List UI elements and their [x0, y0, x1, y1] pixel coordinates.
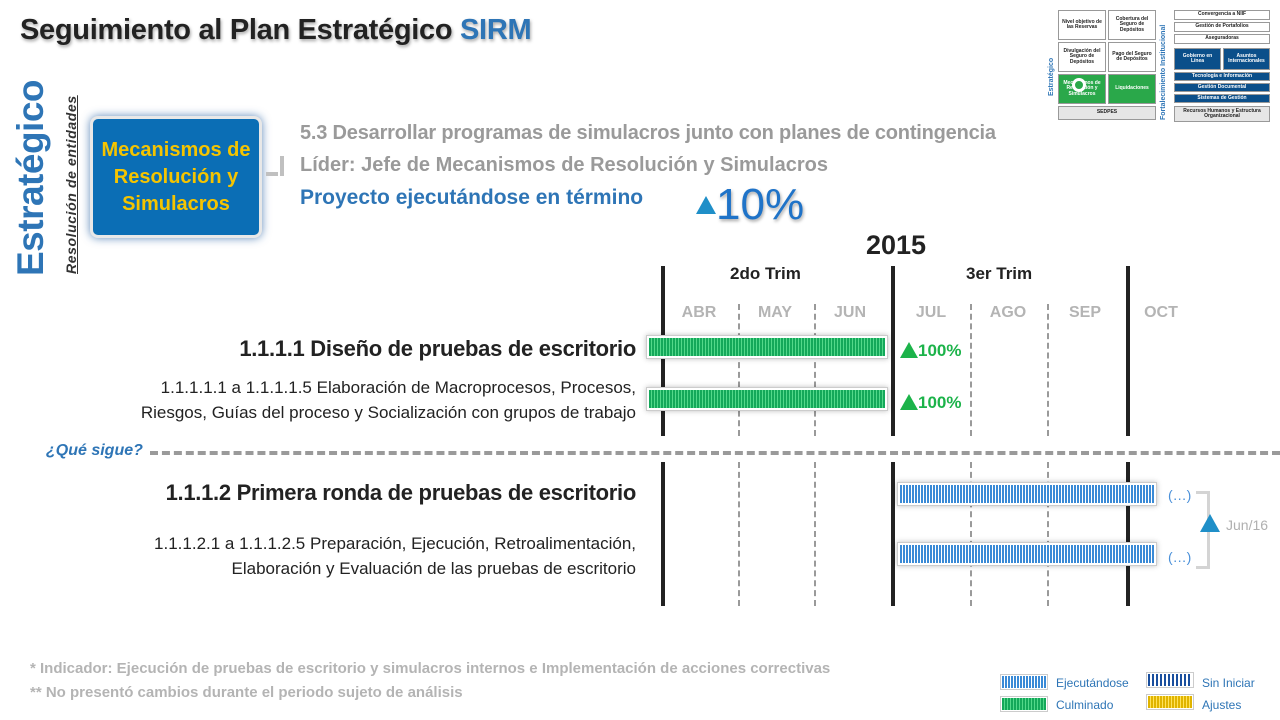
subtask-bar-executing [897, 542, 1157, 566]
title-accent: SIRM [460, 14, 532, 46]
month-label: ABR [681, 304, 717, 321]
up-arrow-icon [696, 196, 716, 214]
mini-cell: Gestión Documental [1174, 83, 1270, 92]
subtask-line: Riesgos, Guías del proceso y Socializaci… [140, 402, 636, 422]
mini-cell: Asuntos Internacionales [1223, 48, 1270, 70]
month-gridline [814, 304, 816, 436]
mini-cell: Recursos Humanos y Estructura Organizaci… [1174, 106, 1270, 122]
legend-label: Ajustes [1202, 698, 1242, 712]
legend-swatch-executing [1000, 674, 1048, 690]
task-bar-executing [897, 482, 1157, 506]
mini-side-label: Fortalecimiento Institucional [1160, 24, 1167, 120]
footnote: ** No presentó cambios durante el period… [30, 684, 463, 701]
strategy-mini-diagram: Estratégico Fortalecimiento Instituciona… [1046, 8, 1272, 126]
connector [266, 172, 278, 176]
mini-cell: Divulgación del Seguro de Depósitos [1058, 42, 1106, 72]
vertical-title: Estratégico [10, 79, 51, 276]
mini-cell: Convergencia a NIIF [1174, 10, 1270, 20]
month-label: OCT [1144, 304, 1178, 321]
timeline-divider [891, 266, 895, 436]
month-label: SEP [1068, 304, 1101, 321]
timeline-year: 2015 [866, 230, 927, 260]
vertical-subtitle: Resolución de entidades [63, 95, 79, 274]
task-progress: 100% [918, 341, 962, 360]
legend-label: Sin Iniciar [1202, 676, 1255, 690]
timeline-divider [891, 462, 895, 606]
footnote: * Indicador: Ejecución de pruebas de esc… [30, 660, 831, 677]
current-marker-icon [1072, 78, 1086, 92]
connector [280, 156, 284, 176]
mini-cell: Aseguradoras [1174, 34, 1270, 44]
page-title: Seguimiento al Plan Estratégico SIRM [20, 14, 532, 47]
section-divider [150, 451, 1280, 455]
quarter-label: 2do Trim [730, 264, 801, 283]
timeline-divider [1126, 462, 1130, 606]
project-status-text: Proyecto ejecutándose en término [300, 186, 644, 209]
month-label: AGO [989, 304, 1027, 321]
mini-cell: Nivel objetivo de las Reservas [1058, 10, 1106, 40]
quarter-label: 3er Trim [966, 264, 1033, 283]
mechanism-box: Mecanismos de Resolución y Simulacros [90, 116, 262, 238]
mini-cell: SEDPES [1058, 106, 1156, 120]
subtask-bar-completed [646, 387, 888, 411]
target-date: Jun/16 [1226, 517, 1269, 533]
mini-cell: Pago del Seguro de Depósitos [1108, 42, 1156, 72]
mini-cell: Sistemas de Gestión [1174, 94, 1270, 103]
mini-cell: Liquidaciones [1108, 74, 1156, 104]
mini-cell: Cobertura del Seguro de Depósitos [1108, 10, 1156, 40]
task-title: 1.1.1.2 Primera ronda de pruebas de escr… [165, 480, 637, 505]
task-title: 1.1.1.1 Diseño de pruebas de escritorio [239, 336, 636, 361]
subtask-line: Elaboración y Evaluación de las pruebas … [231, 558, 636, 578]
mini-cell: Tecnología e Información [1174, 72, 1270, 81]
subtask-description: 1.1.1.1.1 a 1.1.1.1.5 Elaboración de Mac… [141, 376, 636, 425]
task-status: (…) [1168, 487, 1192, 503]
month-gridline [970, 462, 972, 606]
month-label: JUL [915, 304, 947, 321]
subtask-status: (…) [1168, 549, 1192, 565]
objective-text: 5.3 Desarrollar programas de simulacros … [300, 122, 996, 144]
month-gridline [738, 462, 740, 606]
leader-text: Líder: Jefe de Mecanismos de Resolución … [300, 154, 828, 176]
month-gridline [814, 462, 816, 606]
mini-cell: Gobierno en Línea [1174, 48, 1221, 70]
month-gridline [1047, 304, 1049, 436]
mini-side-label: Estratégico [1048, 57, 1055, 96]
subtask-progress: 100% [918, 393, 962, 412]
legend-swatch-completed [1000, 696, 1048, 712]
month-gridline [1047, 462, 1049, 606]
task-bar-completed [646, 335, 888, 359]
legend-label: Ejecutándose [1056, 676, 1129, 690]
month-label: MAY [757, 304, 793, 321]
month-gridline [738, 304, 740, 436]
legend-swatch-adjustments [1146, 694, 1194, 710]
subtask-line: 1.1.1.1.1 a 1.1.1.1.5 Elaboración de Mac… [160, 378, 636, 397]
up-arrow-icon [900, 342, 918, 358]
project-percentage: 10% [716, 180, 805, 229]
next-steps-label: ¿Qué sigue? [46, 442, 143, 459]
up-arrow-icon [1200, 514, 1220, 532]
subtask-line: 1.1.1.2.1 a 1.1.1.2.5 Preparación, Ejecu… [154, 534, 636, 553]
legend-swatch-not-started [1146, 672, 1194, 688]
mini-cell: Gestión de Portafolios [1174, 22, 1270, 32]
timeline-divider [661, 462, 665, 606]
month-label: JUN [833, 304, 866, 321]
title-main: Seguimiento al Plan Estratégico [20, 14, 461, 46]
month-gridline [970, 304, 972, 436]
up-arrow-icon [900, 394, 918, 410]
legend-label: Culminado [1056, 698, 1114, 712]
timeline-divider [1126, 266, 1130, 436]
subtask-description: 1.1.1.2.1 a 1.1.1.2.5 Preparación, Ejecu… [154, 532, 636, 581]
